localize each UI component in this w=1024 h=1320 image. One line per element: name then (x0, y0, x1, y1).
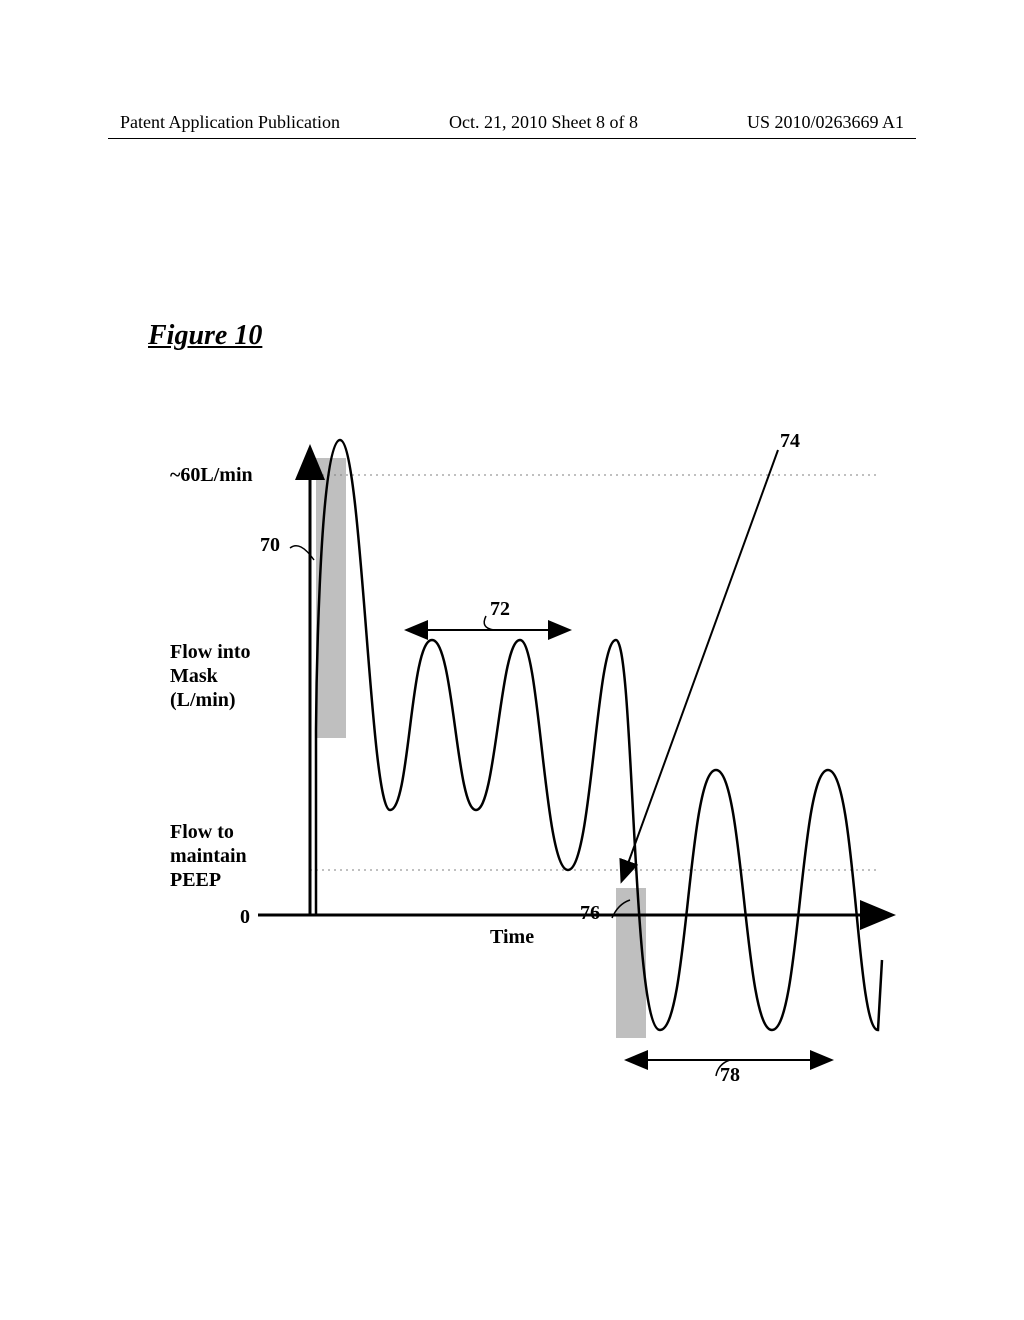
leader-72 (484, 616, 494, 630)
leader-78 (716, 1060, 730, 1076)
flow-waveform (316, 440, 882, 1030)
shaded-region-70 (316, 458, 346, 738)
shaded-region-76 (616, 888, 646, 1038)
flow-chart (0, 0, 1024, 1320)
leader-74 (622, 450, 778, 880)
